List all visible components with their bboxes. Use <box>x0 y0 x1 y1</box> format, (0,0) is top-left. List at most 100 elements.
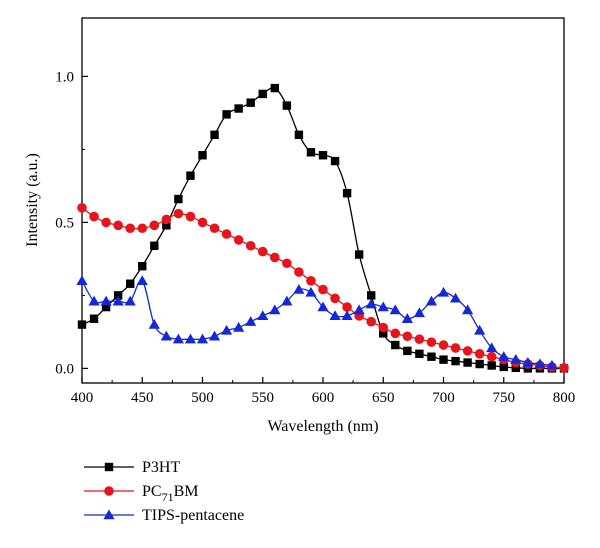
data-point-p3ht <box>162 221 171 230</box>
data-point-p3ht <box>294 130 304 139</box>
data-point-tips-pentacene <box>449 292 462 303</box>
data-point-pc71bm <box>101 217 111 228</box>
data-point-p3ht <box>222 110 231 119</box>
data-point-pc71bm <box>173 208 184 219</box>
data-point-p3ht <box>403 346 412 356</box>
data-point-pc71bm <box>77 203 87 213</box>
data-point-pc71bm <box>294 267 304 277</box>
data-point-p3ht <box>138 262 147 271</box>
data-point-pc71bm <box>245 240 256 251</box>
data-point-p3ht <box>318 151 328 160</box>
data-point-p3ht <box>391 340 400 350</box>
data-point-p3ht <box>113 291 123 300</box>
data-point-p3ht <box>126 279 135 288</box>
data-point-p3ht <box>427 352 436 361</box>
legend-label-subscript: 71 <box>162 490 174 504</box>
data-point-pc71bm <box>426 337 437 347</box>
data-point-pc71bm <box>89 211 99 222</box>
data-point-pc71bm <box>161 214 172 225</box>
data-point-p3ht <box>330 156 340 166</box>
legend-label-main: P3HT <box>142 459 180 476</box>
y-axis-title: Intensity (a.u.) <box>24 153 41 247</box>
data-point-tips-pentacene <box>401 313 413 323</box>
x-tick-label: 400 <box>71 390 94 406</box>
x-tick-label: 800 <box>553 390 576 406</box>
data-point-pc71bm <box>402 331 413 342</box>
ticks-group: 400 450 500 550 600 650 700 750 800 0.0 0.5 1.0 <box>55 69 575 406</box>
data-point-pc71bm <box>125 223 135 234</box>
data-point-p3ht <box>150 241 159 250</box>
data-point-p3ht <box>186 171 195 180</box>
data-point-p3ht <box>415 349 424 358</box>
legend-label-main: PC <box>142 483 162 500</box>
x-tick-label: 600 <box>312 390 335 406</box>
data-point-pc71bm <box>559 363 569 373</box>
data-point-tips-pentacene <box>293 283 305 294</box>
legend-label-rest: BM <box>174 483 199 500</box>
x-tick-label: 450 <box>131 390 154 406</box>
x-tick-label: 750 <box>493 390 516 406</box>
data-point-p3ht <box>487 361 496 370</box>
legend-label: TIPS-pentacene <box>142 507 244 524</box>
data-point-tips-pentacene <box>546 359 558 370</box>
data-point-tips-pentacene <box>437 286 450 297</box>
legend-swatch-marker <box>104 486 114 496</box>
data-point-tips-pentacene <box>365 298 377 309</box>
data-point-pc71bm <box>486 351 497 362</box>
data-point-pc71bm <box>282 258 292 269</box>
data-point-pc71bm <box>462 346 473 356</box>
data-point-tips-pentacene <box>510 354 522 364</box>
data-point-tips-pentacene <box>112 295 124 306</box>
legend-label: PC71BM <box>142 483 198 504</box>
x-tick-label: 700 <box>432 390 455 406</box>
x-tick-label: 500 <box>191 390 214 406</box>
data-point-p3ht <box>439 355 448 364</box>
data-point-pc71bm <box>221 229 232 239</box>
data-point-pc71bm <box>197 217 208 228</box>
data-point-pc71bm <box>137 223 148 234</box>
x-tick-label: 650 <box>372 390 395 406</box>
data-point-p3ht <box>210 130 219 139</box>
data-point-tips-pentacene <box>100 295 112 306</box>
data-point-tips-pentacene <box>522 356 534 367</box>
data-point-tips-pentacene <box>88 295 100 306</box>
y-tick-label: 0.0 <box>55 361 74 377</box>
legend-swatch-marker <box>103 509 115 520</box>
data-point-pc71bm <box>306 276 316 286</box>
data-point-p3ht <box>367 291 376 300</box>
data-point-tips-pentacene <box>377 301 389 312</box>
data-point-tips-pentacene <box>498 351 510 361</box>
data-point-tips-pentacene <box>208 330 221 341</box>
data-point-p3ht <box>342 189 352 198</box>
data-point-pc71bm <box>233 235 244 245</box>
data-point-tips-pentacene <box>341 310 353 321</box>
data-point-pc71bm <box>438 340 449 350</box>
data-point-tips-pentacene <box>269 304 281 315</box>
data-point-pc71bm <box>378 322 389 333</box>
series-tips-pentacene <box>76 275 558 370</box>
data-point-p3ht <box>379 329 388 338</box>
data-point-pc71bm <box>342 302 352 312</box>
data-point-tips-pentacene <box>462 304 474 315</box>
data-point-tips-pentacene <box>76 275 88 285</box>
data-point-pc71bm <box>366 316 377 327</box>
data-point-p3ht <box>89 314 99 323</box>
data-point-pc71bm <box>113 220 123 231</box>
data-point-tips-pentacene <box>486 342 498 353</box>
data-point-pc71bm <box>474 349 485 359</box>
x-tick-label: 550 <box>252 390 275 406</box>
data-point-pc71bm <box>450 343 461 353</box>
data-point-tips-pentacene <box>317 301 329 312</box>
data-point-tips-pentacene <box>245 316 257 326</box>
data-point-tips-pentacene <box>534 358 546 369</box>
x-axis-title: Wavelength (nm) <box>267 418 378 435</box>
series-pc71bm <box>77 203 569 373</box>
data-point-tips-pentacene <box>160 330 172 341</box>
data-point-p3ht <box>451 356 460 366</box>
legend-item-tips-pentacene: TIPS-pentacene <box>84 507 244 524</box>
data-point-pc71bm <box>270 252 280 263</box>
data-point-p3ht <box>475 359 484 369</box>
data-point-tips-pentacene <box>172 333 184 344</box>
data-point-tips-pentacene <box>233 321 245 332</box>
data-point-tips-pentacene <box>305 286 317 297</box>
